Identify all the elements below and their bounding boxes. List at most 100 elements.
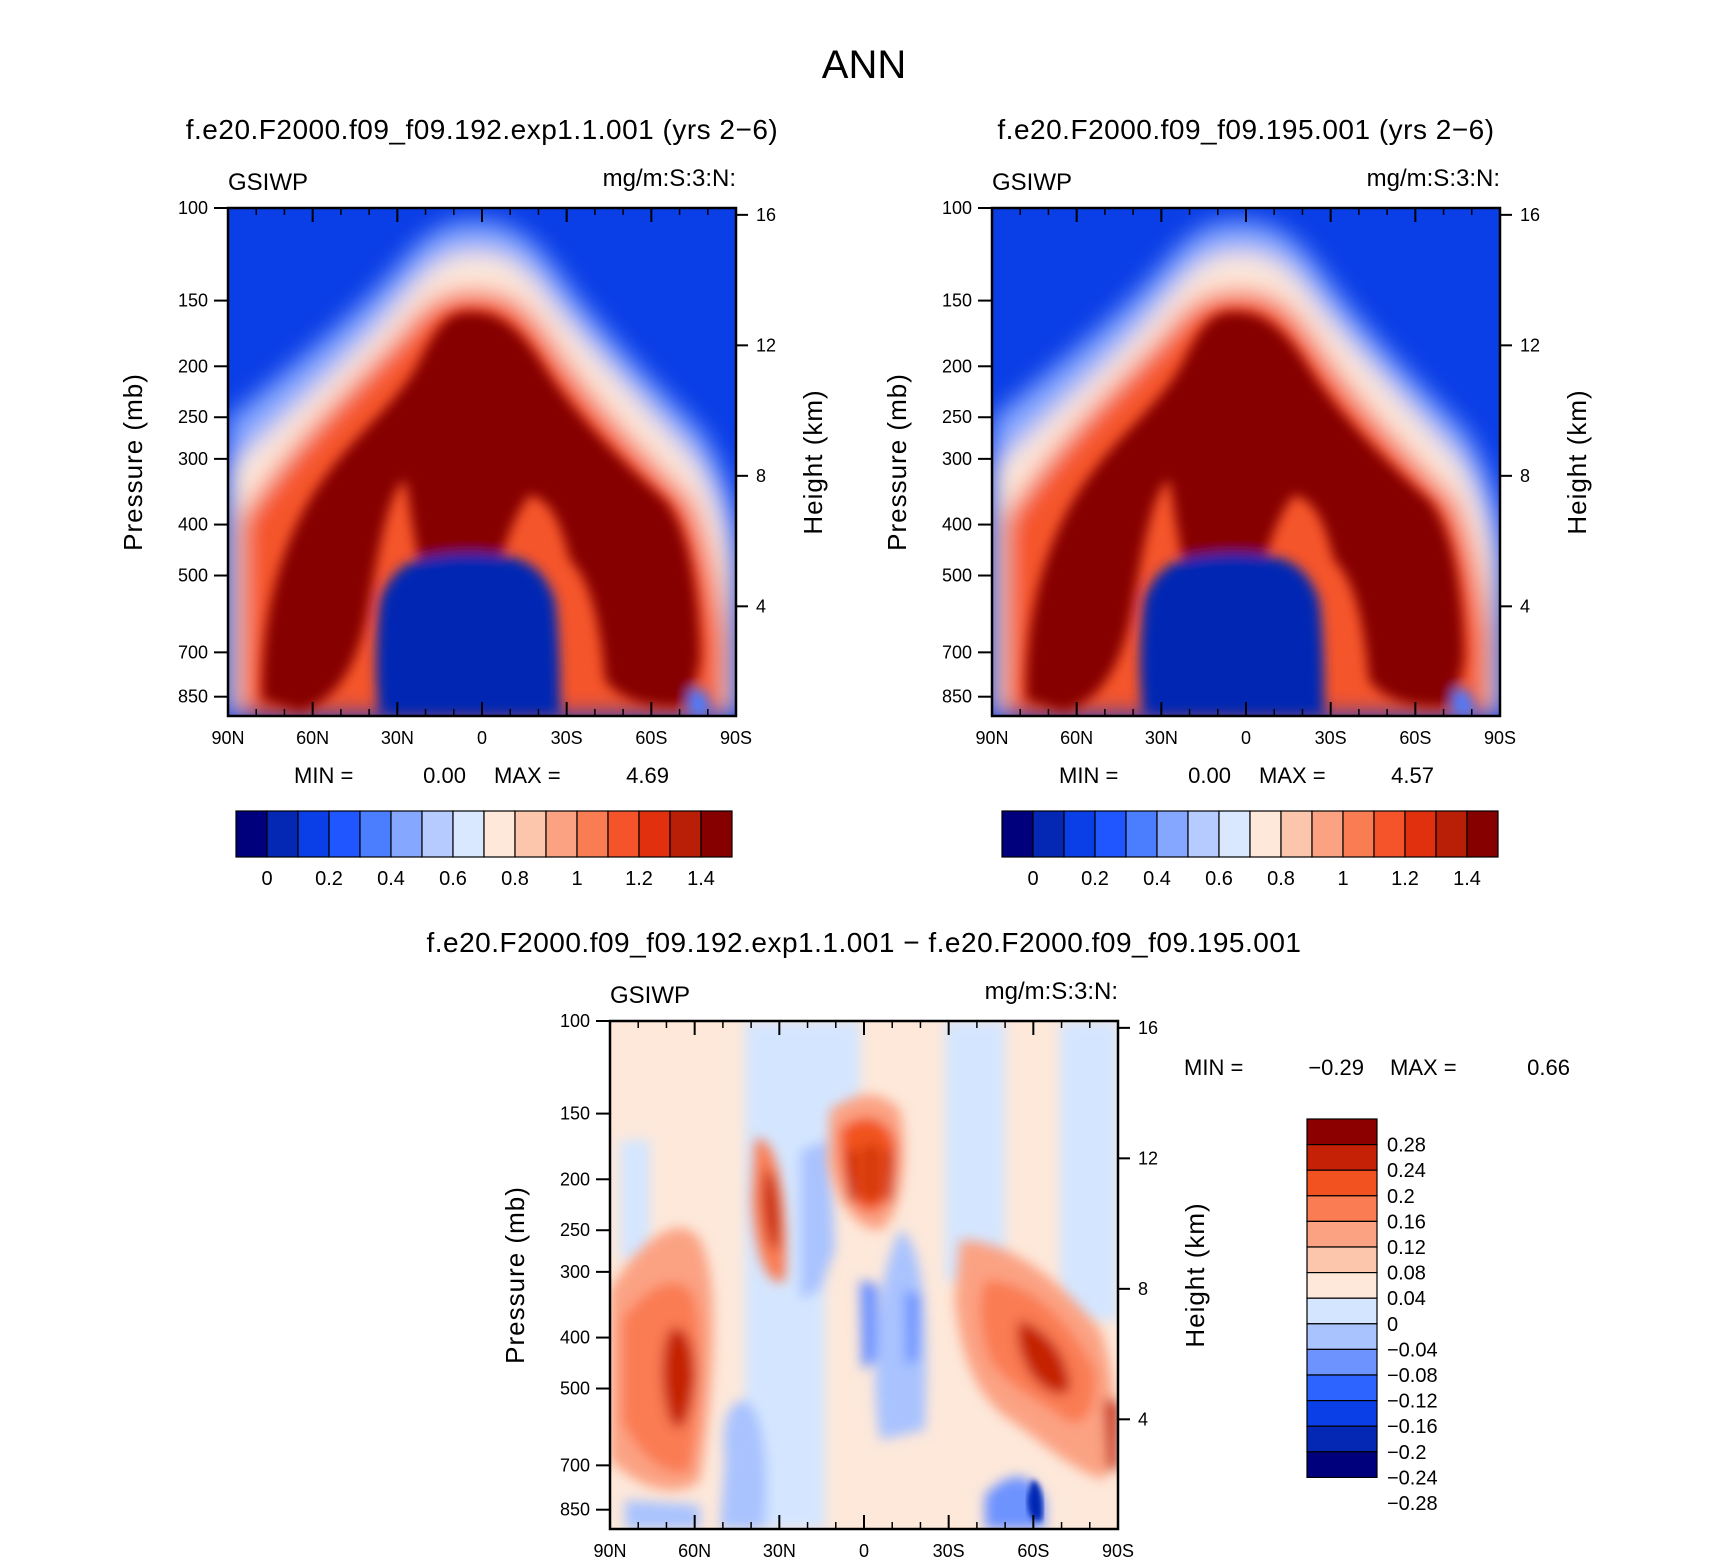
y-tick-label: 300 (178, 449, 208, 469)
colorbar-box (1373, 810, 1406, 858)
y-tick-label: 300 (560, 1262, 590, 1282)
y-tick-label: 400 (942, 515, 972, 535)
y-axis-label-right: Height (km) (798, 389, 828, 534)
y-axis-label: Pressure (mb) (882, 373, 912, 551)
colorbar-box (1306, 1246, 1378, 1274)
panel-title: f.e20.F2000.f09_f09.192.exp1.1.001 (yrs … (186, 114, 779, 145)
y-right-tick-label: 12 (1520, 335, 1540, 355)
y-right-tick-label: 8 (1520, 466, 1530, 486)
colorbar-box (1306, 1271, 1378, 1299)
colorbar-box (1306, 1118, 1378, 1146)
y-tick-label: 250 (178, 407, 208, 427)
colorbar-label: 0.12 (1387, 1237, 1426, 1259)
colorbar-label: −0.28 (1387, 1493, 1438, 1515)
y-right-tick-label: 12 (756, 335, 776, 355)
y-tick-label: 850 (178, 687, 208, 707)
x-axis: 90N 60N 30N 0 30S 60S 90S (211, 208, 752, 748)
x-tick-label: 90N (211, 728, 244, 748)
y-tick-label: 700 (560, 1455, 590, 1475)
colorbar-box (1094, 810, 1127, 858)
colorbar-box (1306, 1220, 1378, 1248)
y-right-tick-label: 12 (1138, 1148, 1158, 1168)
colorbar-box (1306, 1348, 1378, 1376)
y-axis-right: 16 12 8 4 (1500, 205, 1540, 616)
colorbar-box (607, 810, 640, 858)
y-tick-label: 500 (560, 1379, 590, 1399)
y-axis-label: Pressure (mb) (500, 1186, 530, 1364)
colorbar-label: 0.6 (1205, 868, 1233, 890)
colorbar-box (1187, 810, 1220, 858)
contour-field (992, 208, 1500, 716)
y-tick-label: 100 (560, 1011, 590, 1031)
x-tick-label: 0 (859, 1541, 869, 1561)
x-tick-label: 30S (933, 1541, 965, 1561)
colorbar-box (1306, 1399, 1378, 1427)
contour-field (610, 1021, 1118, 1529)
x-tick-label: 60S (1399, 728, 1431, 748)
colorbar-box (390, 810, 423, 858)
y-right-tick-label: 8 (756, 466, 766, 486)
colorbar-label: 0.2 (1081, 868, 1109, 890)
contour-field (228, 208, 736, 716)
colorbar-box (1311, 810, 1344, 858)
x-tick-label: 30N (381, 728, 414, 748)
colorbar-label: 1 (571, 868, 582, 890)
colorbar-box (1306, 1143, 1378, 1171)
y-tick-label: 850 (942, 687, 972, 707)
colorbar-label: 0.6 (439, 868, 467, 890)
colorbar-box (235, 810, 268, 858)
y-right-tick-label: 16 (1520, 205, 1540, 225)
colorbar-box (359, 810, 392, 858)
colorbar-box (1306, 1451, 1378, 1479)
panel-difference: f.e20.F2000.f09_f09.192.exp1.1.001 − f.e… (426, 927, 1570, 1561)
x-tick-label: 60S (635, 728, 667, 748)
colorbar-box (1125, 810, 1158, 858)
y-axis-label-right: Height (km) (1180, 1202, 1210, 1347)
colorbar-box (1280, 810, 1313, 858)
x-tick-label: 30S (1315, 728, 1347, 748)
min-label: MIN = (1059, 763, 1118, 788)
x-tick-label: 30N (1145, 728, 1178, 748)
colorbar-label: 0.16 (1387, 1211, 1426, 1233)
colorbar-label: 0.4 (1143, 868, 1171, 890)
left-string: GSIWP (228, 169, 308, 196)
y-axis-right: 16 12 8 4 (1118, 1018, 1158, 1429)
x-tick-label: 60N (678, 1541, 711, 1561)
y-right-tick-label: 16 (756, 205, 776, 225)
units-string: mg/m:S:3:N: (603, 165, 736, 192)
panel-title: f.e20.F2000.f09_f09.192.exp1.1.001 − f.e… (426, 927, 1301, 958)
left-string: GSIWP (992, 169, 1072, 196)
colorbar-box (1156, 810, 1189, 858)
colorbar-label: 0.28 (1387, 1135, 1426, 1157)
colorbar-box (1306, 1323, 1378, 1351)
colorbar-box (1306, 1195, 1378, 1223)
left-string: GSIWP (610, 982, 690, 1009)
colorbar-label: −0.08 (1387, 1365, 1438, 1387)
x-tick-label: 0 (1241, 728, 1251, 748)
y-right-tick-label: 4 (756, 596, 766, 616)
colorbar-label: 1 (1337, 868, 1348, 890)
min-value: −0.29 (1308, 1055, 1364, 1080)
colorbar-label: −0.12 (1387, 1391, 1438, 1413)
x-axis: 90N 60N 30N 0 30S 60S 90S (975, 208, 1516, 748)
colorbar-box (700, 810, 733, 858)
y-tick-label: 250 (942, 407, 972, 427)
x-tick-label: 90N (975, 728, 1008, 748)
colorbar-label: −0.16 (1387, 1416, 1438, 1438)
x-tick-label: 90S (720, 728, 752, 748)
y-axis-label-right: Height (km) (1562, 389, 1592, 534)
y-tick-label: 150 (942, 291, 972, 311)
colorbar-label: 0 (1027, 868, 1038, 890)
y-right-tick-label: 16 (1138, 1018, 1158, 1038)
colorbar-box (669, 810, 702, 858)
colorbar-box (1306, 1297, 1378, 1325)
colorbar-label: 0 (1387, 1314, 1398, 1336)
colorbar-label: 0.2 (315, 868, 343, 890)
colorbar-box (1404, 810, 1437, 858)
colorbar-box (1466, 810, 1499, 858)
y-right-tick-label: 4 (1520, 596, 1530, 616)
colorbar-box (545, 810, 578, 858)
colorbar-label: 1.2 (1391, 868, 1419, 890)
units-string: mg/m:S:3:N: (1367, 165, 1500, 192)
y-tick-label: 300 (942, 449, 972, 469)
